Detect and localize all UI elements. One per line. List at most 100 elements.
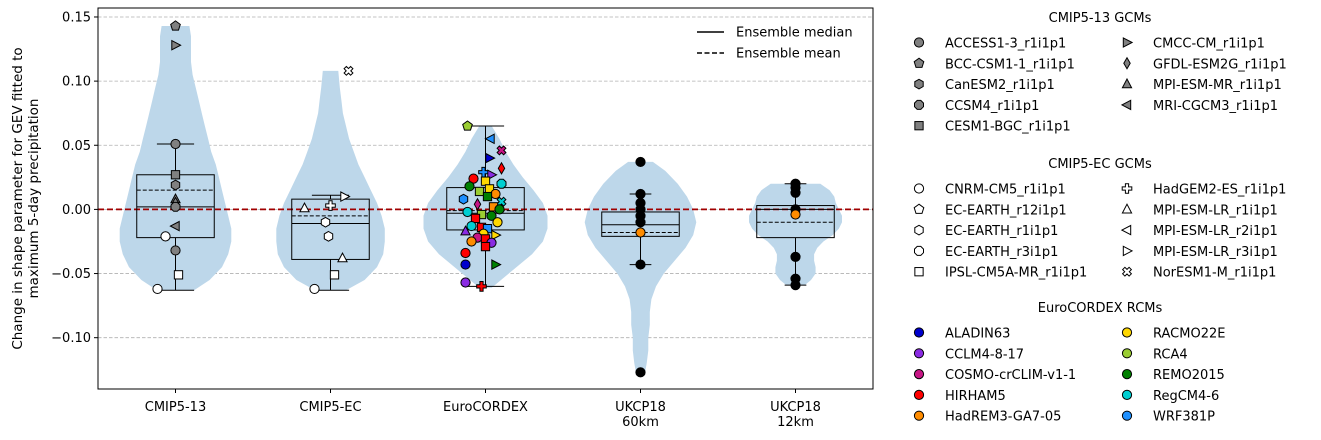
point-2-9 xyxy=(496,178,507,189)
legend-marker-1-7 xyxy=(1120,224,1132,236)
legend-label-1-2: EC-EARTH_r1i1p1 xyxy=(945,224,1058,239)
point-0-8 xyxy=(169,220,180,232)
legend-label-0-1: BCC-CSM1-1_r1i1p1 xyxy=(945,57,1075,72)
legend-label-1-0: CNRM-CM5_r1i1p1 xyxy=(945,183,1066,198)
legend-marker-2-5 xyxy=(1121,327,1133,338)
xtick-label-1: CMIP5-EC xyxy=(299,400,361,415)
point-2-14 xyxy=(482,191,493,202)
point-2-35 xyxy=(480,241,491,252)
point-2-36 xyxy=(460,247,471,259)
legend-label-0-6: GFDL-ESM2G_r1i1p1 xyxy=(1153,57,1287,72)
point-3-8 xyxy=(635,367,646,378)
x-axis-ticks: CMIP5-13 CMIP5-EC EuroCORDEX UKCP18 60km UKCP… xyxy=(145,389,821,430)
legend-marker-2-7 xyxy=(1121,369,1133,380)
point-4-7 xyxy=(790,279,801,291)
xtick-label-3: UKCP18 60km xyxy=(615,400,666,430)
point-2-4 xyxy=(497,161,506,175)
point-3-7 xyxy=(635,259,646,270)
legend-marker-1-0 xyxy=(913,183,925,194)
legend-label-1-4: IPSL-CM5A-MR_r1i1p1 xyxy=(945,266,1087,281)
point-2-39 xyxy=(460,277,471,288)
point-2-20 xyxy=(462,206,473,218)
legend-marker-0-1 xyxy=(913,57,925,68)
legend-marker-0-0 xyxy=(913,37,925,48)
point-0-0 xyxy=(170,20,181,31)
legend-marker-1-8 xyxy=(1122,245,1134,257)
point-1-2 xyxy=(325,200,336,211)
legend-label-0-0: ACCESS1-3_r1i1p1 xyxy=(945,37,1066,52)
point-3-6 xyxy=(635,227,646,238)
y-axis-ticks: −0.10 −0.05 0.00 0.05 0.10 0.15 xyxy=(51,10,98,346)
point-4-5 xyxy=(790,251,801,262)
point-0-10 xyxy=(170,245,181,256)
inner-legend-label-1: Ensemble mean xyxy=(736,47,841,62)
point-0-3 xyxy=(170,170,181,180)
point-2-33 xyxy=(466,236,477,247)
point-0-2 xyxy=(170,138,181,150)
legend-label-1-7: MPI-ESM-LR_r2i1p1 xyxy=(1153,224,1278,239)
point-3-0 xyxy=(635,156,646,168)
point-2-24 xyxy=(492,217,503,228)
point-0-12 xyxy=(152,283,163,295)
legend-label-2-5: RACMO22E xyxy=(1153,327,1225,342)
legend-marker-2-6 xyxy=(1121,348,1133,359)
legend-marker-2-8 xyxy=(1121,389,1133,400)
legend-label-1-6: MPI-ESM-LR_r1i1p1 xyxy=(1153,203,1278,218)
ytick-label-1: −0.05 xyxy=(51,267,91,282)
legend-marker-2-4 xyxy=(913,410,925,421)
point-2-2 xyxy=(496,145,507,156)
point-2-40 xyxy=(476,281,487,292)
point-1-7 xyxy=(329,270,340,280)
point-2-28 xyxy=(460,225,471,236)
violin-1 xyxy=(276,70,385,291)
point-1-0 xyxy=(343,65,354,76)
legend-label-0-3: CCSM4_r1i1p1 xyxy=(945,99,1039,114)
legend-label-2-4: HadREM3-GA7-05 xyxy=(945,410,1061,425)
ensemble-legend: Ensemble median Ensemble mean xyxy=(697,26,853,62)
point-1-4 xyxy=(320,216,331,228)
legend-marker-0-6 xyxy=(1123,56,1131,70)
point-2-37 xyxy=(460,259,471,270)
legend-marker-0-4 xyxy=(914,121,924,131)
point-2-10 xyxy=(464,181,475,192)
point-4-4 xyxy=(790,209,801,220)
legend-label-0-4: CESM1-BGC_r1i1p1 xyxy=(945,120,1071,135)
legend-label-2-8: RegCM4-6 xyxy=(1153,389,1219,404)
point-1-6 xyxy=(337,252,348,263)
legend-label-0-8: MRI-CGCM3_r1i1p1 xyxy=(1153,99,1278,114)
point-2-3 xyxy=(485,152,496,164)
legend-label-0-7: MPI-ESM-MR_r1i1p1 xyxy=(1153,78,1282,93)
inner-legend-label-0: Ensemble median xyxy=(736,26,853,41)
point-1-3 xyxy=(299,202,310,213)
point-2-30 xyxy=(491,229,502,241)
xtick-label-2: EuroCORDEX xyxy=(443,400,528,415)
legend-label-2-1: CCLM4-8-17 xyxy=(945,347,1024,362)
legend-label-2-7: REMO2015 xyxy=(1153,368,1225,383)
legend-marker-0-5 xyxy=(1122,37,1134,48)
legend-title-2: EuroCORDEX RCMs xyxy=(1038,301,1163,316)
model-legend: CMIP5-13 GCMs ACCESS1-3_r1i1p1 BCC-CSM1-1_… xyxy=(913,11,1287,425)
legend-title-1: CMIP5-EC GCMs xyxy=(1048,157,1152,172)
legend-label-2-0: ALADIN63 xyxy=(945,327,1010,342)
legend-marker-1-2 xyxy=(914,224,924,236)
point-2-25 xyxy=(466,220,477,232)
point-2-8 xyxy=(480,176,491,186)
legend-marker-1-4 xyxy=(914,267,924,277)
legend-marker-2-0 xyxy=(913,327,925,338)
ytick-label-4: 0.10 xyxy=(62,75,91,90)
box-1 xyxy=(291,198,370,260)
legend-label-1-1: EC-EARTH_r12i1p1 xyxy=(945,203,1067,218)
point-2-23 xyxy=(470,213,481,224)
point-1-1 xyxy=(340,191,351,203)
legend-label-2-3: HIRHAM5 xyxy=(945,389,1006,404)
legend-label-2-9: WRF381P xyxy=(1153,410,1215,425)
ytick-label-0: −0.10 xyxy=(51,331,91,346)
legend-marker-0-3 xyxy=(914,99,924,110)
point-2-19 xyxy=(494,204,505,215)
point-0-1 xyxy=(171,39,182,51)
point-3-5 xyxy=(635,217,646,228)
legend-marker-2-3 xyxy=(913,389,925,400)
xtick-label-0: CMIP5-13 xyxy=(145,400,206,415)
legend-marker-1-5 xyxy=(1121,183,1133,194)
